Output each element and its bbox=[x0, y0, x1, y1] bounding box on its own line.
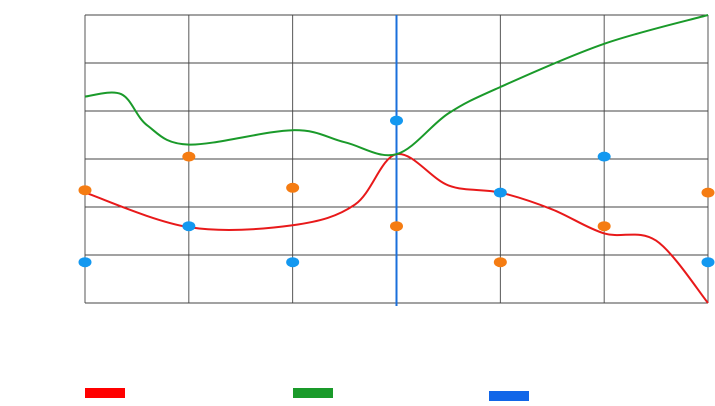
legend-swatch-green bbox=[293, 388, 333, 398]
data-point-orange-points-3 bbox=[390, 221, 403, 232]
data-point-blue-points-1 bbox=[182, 221, 196, 232]
data-point-blue-points-2 bbox=[286, 257, 300, 268]
series-line-green bbox=[84, 14, 709, 157]
data-point-blue-points-3 bbox=[390, 115, 403, 126]
legend-swatch-red bbox=[85, 388, 125, 398]
series-line-red bbox=[84, 153, 709, 304]
legend-swatch-blue bbox=[489, 391, 529, 401]
data-point-orange-points-0 bbox=[78, 185, 92, 196]
data-point-orange-points-4 bbox=[493, 257, 507, 268]
data-point-orange-points-1 bbox=[182, 151, 196, 162]
data-point-orange-points-6 bbox=[701, 187, 715, 198]
points-layer bbox=[78, 115, 715, 268]
data-point-blue-points-6 bbox=[701, 257, 715, 268]
data-point-orange-points-5 bbox=[597, 221, 611, 232]
data-point-blue-points-4 bbox=[493, 187, 507, 198]
data-point-blue-points-0 bbox=[78, 257, 92, 268]
legend bbox=[85, 388, 529, 401]
data-point-blue-points-5 bbox=[597, 151, 611, 162]
series-layer bbox=[84, 14, 709, 304]
data-point-orange-points-2 bbox=[286, 182, 300, 193]
